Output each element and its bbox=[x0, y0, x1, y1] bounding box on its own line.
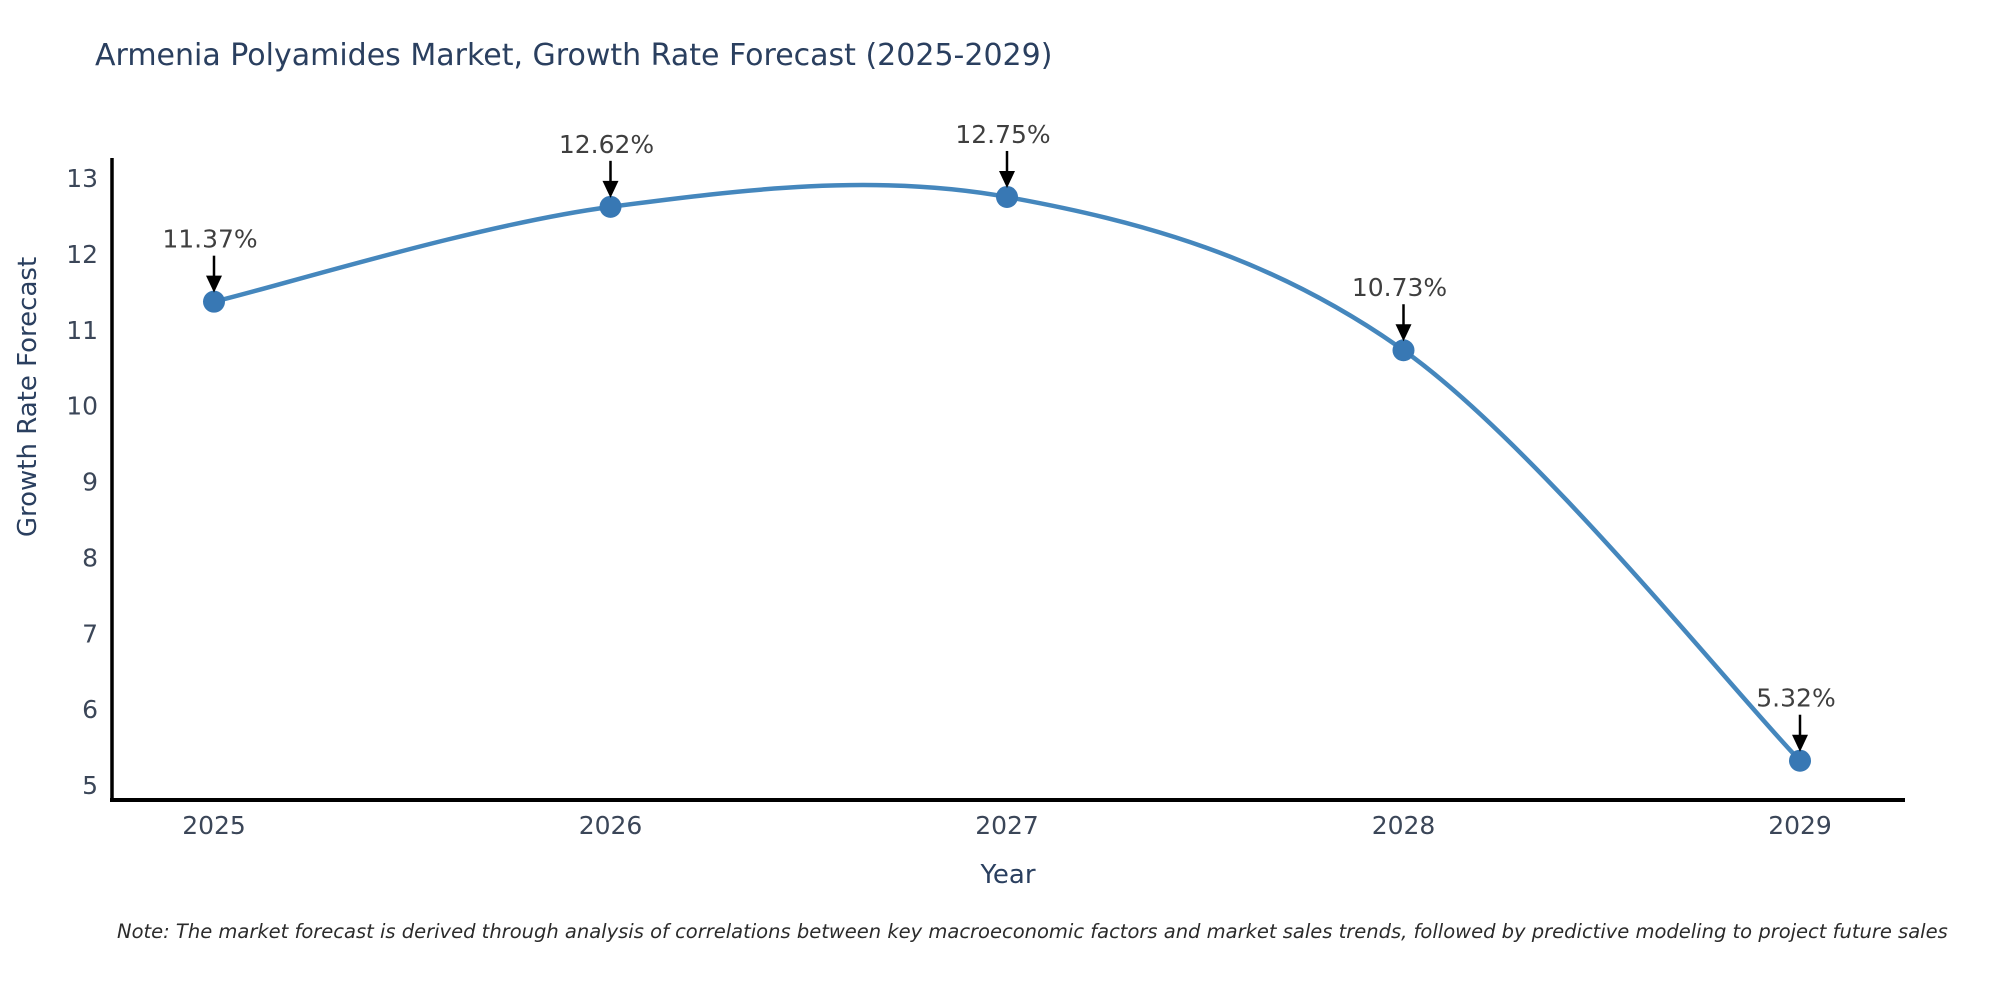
x-tick-label: 2028 bbox=[1372, 811, 1436, 840]
y-tick-label: 8 bbox=[82, 543, 98, 572]
annotation-arrow-head bbox=[1792, 734, 1808, 752]
x-tick-label: 2029 bbox=[1768, 811, 1832, 840]
x-axis-title: Year bbox=[980, 860, 1036, 890]
annotation-arrow-head bbox=[602, 180, 619, 198]
data-point-label: 12.75% bbox=[955, 120, 1050, 149]
y-tick-label: 11 bbox=[66, 316, 98, 345]
y-tick-label: 6 bbox=[82, 695, 98, 724]
y-tick-label: 5 bbox=[82, 771, 98, 800]
annotation-arrow-head bbox=[206, 275, 222, 293]
y-axis-title: Growth Rate Forecast bbox=[13, 256, 43, 538]
chart-title: Armenia Polyamides Market, Growth Rate F… bbox=[95, 38, 1053, 73]
y-tick-label: 7 bbox=[82, 619, 98, 648]
data-point-label: 10.73% bbox=[1352, 273, 1447, 302]
data-point-marker[interactable] bbox=[1392, 339, 1415, 362]
data-point-label: 11.37% bbox=[162, 225, 257, 254]
x-tick-label: 2026 bbox=[579, 811, 643, 840]
annotation-arrow-head bbox=[999, 170, 1015, 188]
x-tick-label: 2027 bbox=[975, 811, 1039, 840]
data-point-marker[interactable] bbox=[1789, 749, 1811, 772]
forecast-line bbox=[211, 182, 1803, 763]
footnote: Note: The market forecast is derived thr… bbox=[117, 920, 1948, 943]
data-point-marker[interactable] bbox=[599, 195, 622, 218]
data-point-label: 5.32% bbox=[1756, 684, 1835, 713]
data-point-marker[interactable] bbox=[203, 290, 225, 313]
data-point-label: 12.62% bbox=[559, 130, 654, 159]
y-tick-label: 10 bbox=[66, 392, 98, 421]
x-tick-label: 2025 bbox=[182, 811, 246, 840]
y-tick-label: 12 bbox=[66, 240, 98, 269]
y-tick-label: 9 bbox=[82, 468, 98, 497]
data-point-marker[interactable] bbox=[996, 185, 1018, 208]
y-tick-label: 13 bbox=[66, 164, 98, 193]
annotation-arrow-head bbox=[1395, 324, 1412, 342]
